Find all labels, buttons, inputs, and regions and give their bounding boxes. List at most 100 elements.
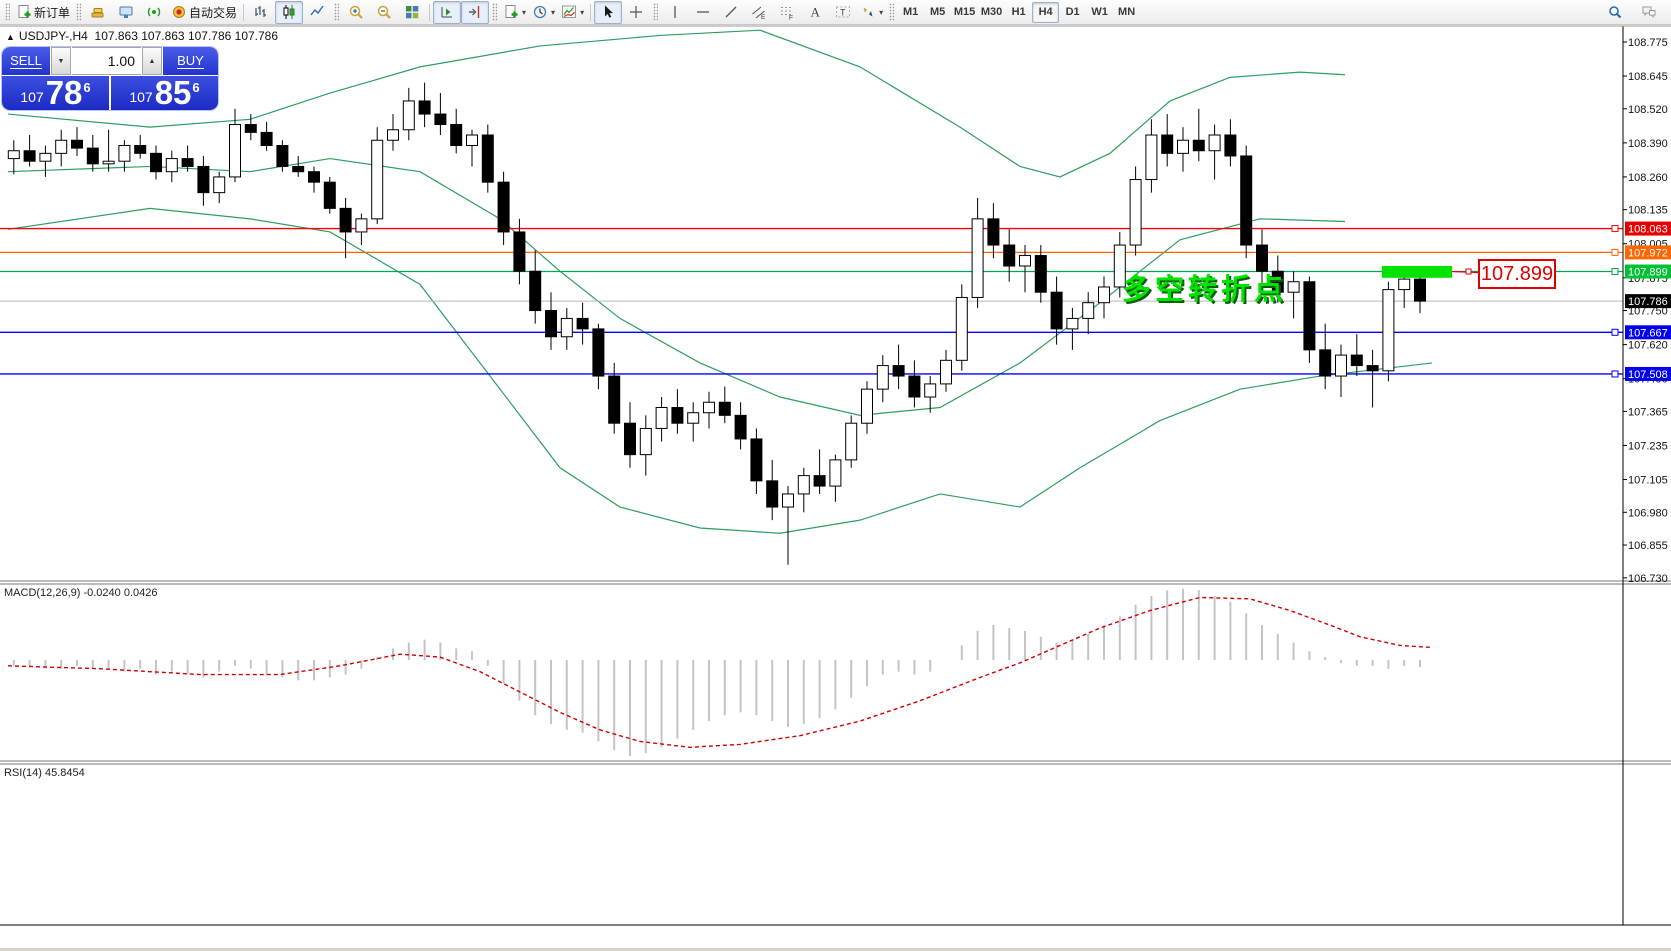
- candle[interactable]: [276, 144, 289, 167]
- candle[interactable]: [23, 150, 36, 162]
- zoom-in-button[interactable]: [342, 1, 370, 24]
- candle[interactable]: [718, 401, 731, 416]
- candle[interactable]: [987, 218, 1000, 246]
- candle[interactable]: [766, 480, 779, 508]
- callout-anchor[interactable]: [1465, 268, 1472, 275]
- candle[interactable]: [102, 160, 115, 165]
- candle[interactable]: [1256, 244, 1268, 272]
- candle[interactable]: [197, 165, 210, 194]
- candle[interactable]: [1224, 134, 1237, 157]
- candle[interactable]: [260, 131, 273, 146]
- candle[interactable]: [450, 124, 463, 146]
- candle[interactable]: [1271, 270, 1284, 293]
- candle[interactable]: [545, 310, 557, 338]
- line-handle[interactable]: [1611, 328, 1619, 336]
- sell-price-button[interactable]: 107 78 6: [2, 76, 109, 110]
- candle[interactable]: [734, 414, 747, 440]
- candle[interactable]: [687, 412, 700, 424]
- candle[interactable]: [150, 152, 162, 173]
- candle[interactable]: [861, 388, 873, 424]
- candlestick-chart-button[interactable]: [275, 0, 304, 24]
- timeframe-m1-button[interactable]: M1: [902, 6, 919, 18]
- zoom-out-button[interactable]: [370, 1, 398, 24]
- candle[interactable]: [1145, 134, 1158, 181]
- candle[interactable]: [608, 375, 621, 424]
- candle[interactable]: [529, 270, 542, 312]
- candle[interactable]: [703, 401, 715, 414]
- line-chart-button[interactable]: [303, 1, 331, 24]
- candle[interactable]: [560, 317, 573, 338]
- auto-scroll-button[interactable]: [433, 0, 462, 24]
- candle[interactable]: [940, 359, 952, 385]
- candle[interactable]: [1303, 281, 1316, 351]
- candle[interactable]: [1066, 317, 1079, 330]
- candle[interactable]: [418, 100, 431, 115]
- candle[interactable]: [339, 207, 352, 233]
- candle[interactable]: [624, 422, 636, 456]
- timeframe-h4-button[interactable]: H4: [1032, 1, 1060, 23]
- chat-button[interactable]: [1635, 1, 1663, 24]
- candle[interactable]: [1161, 134, 1174, 154]
- line-handle[interactable]: [1611, 248, 1619, 256]
- candle[interactable]: [1019, 255, 1031, 267]
- candle[interactable]: [845, 422, 858, 461]
- line-handle[interactable]: [1611, 268, 1619, 276]
- dropdown-arrow-icon[interactable]: ▾: [879, 7, 884, 17]
- candle[interactable]: [592, 328, 605, 377]
- candle[interactable]: [134, 144, 147, 154]
- candle[interactable]: [292, 165, 305, 173]
- timeframe-m5-button[interactable]: M5: [929, 6, 946, 18]
- candle[interactable]: [497, 181, 510, 233]
- timeframe-h1-button[interactable]: H1: [1011, 6, 1026, 18]
- chart-text-annotation[interactable]: 多空转折点: [1122, 274, 1288, 306]
- candle[interactable]: [1366, 365, 1379, 372]
- candle[interactable]: [892, 365, 905, 377]
- timeframe-mn-button[interactable]: MN: [1118, 6, 1136, 18]
- candle[interactable]: [86, 147, 99, 165]
- timeframe-d1-button[interactable]: D1: [1065, 6, 1080, 18]
- candle[interactable]: [1335, 354, 1347, 377]
- indicators-button[interactable]: ▾: [558, 1, 587, 24]
- candle[interactable]: [1050, 291, 1063, 330]
- candle[interactable]: [371, 139, 384, 220]
- candle[interactable]: [71, 139, 83, 149]
- sell-button[interactable]: SELL: [2, 47, 50, 75]
- cursor-button[interactable]: [594, 0, 623, 24]
- candle[interactable]: [39, 152, 52, 162]
- timeframe-m15-button[interactable]: M15: [953, 6, 976, 18]
- candle[interactable]: [1082, 302, 1095, 319]
- horizontal-line-button[interactable]: [689, 1, 717, 24]
- candle[interactable]: [1177, 139, 1189, 154]
- candle[interactable]: [466, 134, 478, 146]
- candle[interactable]: [782, 493, 794, 508]
- candle[interactable]: [639, 427, 652, 456]
- candle[interactable]: [229, 124, 241, 178]
- bar-chart-button[interactable]: [247, 1, 275, 24]
- candle[interactable]: [813, 475, 826, 487]
- trendline-button[interactable]: [717, 1, 745, 24]
- collapse-arrow-icon[interactable]: ▲: [6, 32, 15, 42]
- toolbar-grip[interactable]: [76, 3, 82, 21]
- candle[interactable]: [971, 218, 984, 298]
- buy-price-button[interactable]: 107 85 6: [111, 76, 218, 110]
- candle[interactable]: [1382, 289, 1395, 372]
- templates-button[interactable]: ▾: [500, 1, 529, 24]
- candle[interactable]: [1319, 349, 1332, 377]
- candle[interactable]: [1240, 155, 1253, 246]
- crosshair-button[interactable]: [622, 1, 650, 24]
- volume-increase-button[interactable]: ▲: [142, 47, 162, 75]
- candle[interactable]: [1003, 244, 1016, 267]
- candle[interactable]: [1414, 278, 1426, 302]
- candle[interactable]: [181, 158, 194, 167]
- dropdown-arrow-icon[interactable]: ▾: [551, 7, 556, 17]
- tile-windows-button[interactable]: [398, 1, 426, 24]
- new-chart-button[interactable]: [84, 1, 112, 24]
- candle[interactable]: [1192, 139, 1205, 152]
- candle[interactable]: [955, 296, 968, 361]
- candle[interactable]: [1350, 354, 1363, 367]
- volume-input[interactable]: 1.00: [72, 47, 141, 75]
- candle[interactable]: [797, 475, 810, 495]
- toolbar-grip[interactable]: [492, 3, 498, 21]
- candle[interactable]: [118, 144, 131, 162]
